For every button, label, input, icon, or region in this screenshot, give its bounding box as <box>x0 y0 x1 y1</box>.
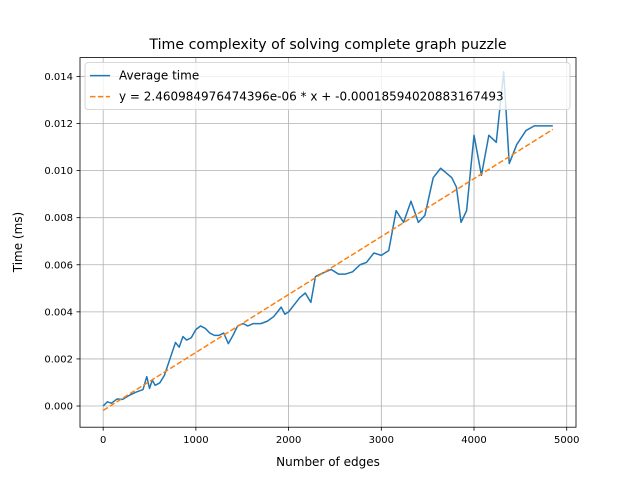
fit-line-series <box>102 128 554 412</box>
plot-frame <box>79 57 577 428</box>
y-tick-label: 0.004 <box>44 307 73 318</box>
y-axis-label: Time (ms) <box>11 212 25 274</box>
x-tick-label: 3000 <box>369 435 394 446</box>
legend-box <box>84 62 571 110</box>
x-tick-label: 4000 <box>461 435 486 446</box>
x-tick-label: 0 <box>100 435 106 446</box>
legend: Average time y = 2.460984976474396e-06 * … <box>84 62 571 110</box>
axis-ticks: 0 1000 2000 3000 4000 5000 0.000 0.002 0.004 0.00… <box>44 72 579 446</box>
x-tick-label: 1000 <box>183 435 208 446</box>
y-tick-label: 0.008 <box>44 213 73 224</box>
legend-label: y = 2.460984976474396e-06 * x + -0.00018… <box>119 90 504 104</box>
plot-series <box>102 70 554 412</box>
y-tick-label: 0.010 <box>44 166 73 177</box>
y-tick-label: 0.014 <box>44 72 73 83</box>
y-tick-label: 0.012 <box>44 119 73 130</box>
x-axis-label: Number of edges <box>276 455 380 469</box>
chart-title: Time complexity of solving complete grap… <box>148 37 506 53</box>
x-tick-label: 2000 <box>276 435 301 446</box>
y-tick-label: 0.002 <box>44 354 73 365</box>
y-tick-label: 0.000 <box>44 402 73 413</box>
y-tick-label: 0.006 <box>44 260 73 271</box>
legend-label: Average time <box>119 69 199 83</box>
average-time-series <box>102 70 553 407</box>
x-tick-label: 5000 <box>554 435 579 446</box>
